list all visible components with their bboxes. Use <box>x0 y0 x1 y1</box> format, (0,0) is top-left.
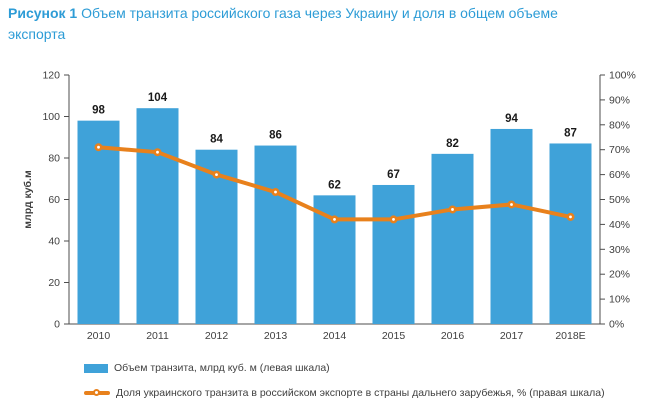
x-axis-category-label: 2017 <box>500 330 524 342</box>
left-axis-tick-label: 40 <box>48 236 60 248</box>
x-axis-category-label: 2010 <box>87 330 111 342</box>
x-axis-category-label: 2012 <box>205 330 229 342</box>
bar-value-label: 82 <box>446 138 459 150</box>
left-axis-title: млрд куб.м <box>22 170 34 229</box>
left-axis-tick-label: 0 <box>54 319 60 331</box>
legend-item-transit-share: Доля украинского транзита в российском э… <box>84 387 605 399</box>
right-axis-tick-label: 10% <box>609 294 630 306</box>
figure-title-text: Объем транзита российского газа через Ук… <box>8 5 558 42</box>
bar-value-label: 104 <box>148 92 168 104</box>
figure-title: Рисунок 1 Объем транзита российского газ… <box>8 3 590 45</box>
right-axis-tick-label: 30% <box>609 244 630 256</box>
bar-value-label: 94 <box>505 113 518 125</box>
figure-number-label: Рисунок 1 <box>8 5 78 21</box>
x-axis-category-label: 2015 <box>382 330 406 342</box>
x-axis-category-label: 2018E <box>555 330 585 342</box>
legend-label-transit-volume: Объем транзита, млрд куб. м (левая шкала… <box>114 362 330 374</box>
bar-value-label: 98 <box>92 105 105 117</box>
left-axis-tick-label: 80 <box>48 153 60 165</box>
right-axis-tick-label: 50% <box>609 194 630 206</box>
share-line-marker-center <box>156 150 159 154</box>
right-axis-tick-label: 40% <box>609 219 630 231</box>
left-axis-tick-label: 120 <box>42 70 60 82</box>
left-axis-tick-label: 100 <box>42 111 60 123</box>
x-axis-category-label: 2014 <box>323 330 347 342</box>
share-line-marker-center <box>274 190 277 194</box>
x-axis-category-label: 2013 <box>264 330 288 342</box>
left-axis-tick-label: 60 <box>48 194 60 206</box>
bar-2016 <box>431 153 474 324</box>
line-marker-swatch-dot <box>93 389 100 396</box>
right-axis-tick-label: 70% <box>609 144 630 156</box>
share-line-marker-center <box>215 173 218 177</box>
right-axis-tick-label: 20% <box>609 269 630 281</box>
x-axis-category-label: 2016 <box>441 330 465 342</box>
share-line-marker-center <box>97 145 100 149</box>
bar-value-label: 67 <box>387 169 400 181</box>
share-line-marker-center <box>451 208 454 211</box>
share-line-marker-center <box>569 215 572 219</box>
bar-2011 <box>136 108 179 324</box>
bar-2010 <box>77 120 120 325</box>
bar-value-label: 62 <box>328 179 341 191</box>
left-axis-tick-label: 20 <box>48 277 60 289</box>
share-line-marker-center <box>510 203 513 206</box>
right-axis-tick-label: 0% <box>609 319 624 331</box>
bar-series-swatch <box>84 363 108 373</box>
share-line-marker-center <box>333 218 336 221</box>
legend: Объем транзита, млрд куб. м (левая шкала… <box>84 362 605 412</box>
bar-value-label: 86 <box>269 130 282 142</box>
right-axis-tick-label: 60% <box>609 169 630 181</box>
x-axis-category-label: 2011 <box>146 330 169 342</box>
legend-item-transit-volume: Объем транзита, млрд куб. м (левая шкала… <box>84 362 605 374</box>
right-axis-tick-label: 90% <box>609 94 630 106</box>
line-series-swatch <box>84 389 110 396</box>
right-axis-tick-label: 80% <box>609 119 630 131</box>
bar-2018E <box>549 143 592 324</box>
bar-2015 <box>372 184 415 324</box>
right-axis-tick-label: 100% <box>609 70 636 82</box>
bar-value-label: 84 <box>210 134 223 146</box>
bar-2013 <box>254 145 297 324</box>
bar-value-label: 87 <box>564 127 577 139</box>
legend-label-transit-share: Доля украинского транзита в российском э… <box>116 387 605 399</box>
share-line-marker-center <box>392 218 395 221</box>
bar-2017 <box>490 128 533 324</box>
